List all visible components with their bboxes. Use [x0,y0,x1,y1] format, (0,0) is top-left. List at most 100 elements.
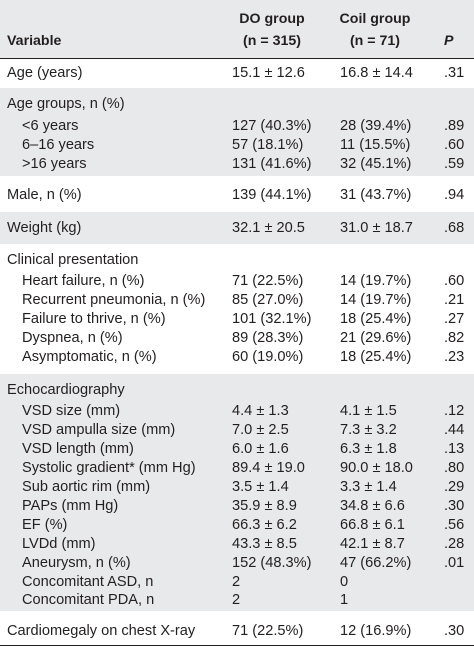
row-pneumonia-label: Recurrent pneumonia, n (%) [22,292,206,308]
row-paps-do: 35.9 ± 8.9 [232,498,297,514]
row-vsd-length-label: VSD length (mm) [22,441,134,457]
bottom-rule [0,645,474,646]
row-weight-label: Weight (kg) [7,220,82,236]
row-asd-label: Concomitant ASD, n [22,574,154,590]
header-variable: Variable [7,33,62,49]
header-rule [0,58,474,59]
row-asd-coil: 0 [340,574,349,590]
row-aneurysm-do: 152 (48.3%) [232,555,312,571]
row-lt6-coil: 28 (39.4%) [340,118,412,134]
row-male-do: 139 (44.1%) [232,187,312,203]
band-age-groups [0,88,474,176]
row-heart-failure-coil: 14 (19.7%) [340,273,412,289]
row-6-16-do: 57 (18.1%) [232,137,304,153]
row-aneurysm-label: Aneurysm, n (%) [22,555,131,571]
row-paps-p: .30 [444,498,465,514]
row-asymptomatic-p: .23 [444,349,465,365]
row-lvdd-do: 43.3 ± 8.5 [232,536,297,552]
row-weight-p: .68 [444,220,465,236]
row-subaortic-do: 3.5 ± 1.4 [232,479,289,495]
row-ef-coil: 66.8 ± 6.1 [340,517,405,533]
row-vsd-size-p: .12 [444,403,465,419]
header-p: P [444,33,454,49]
row-ampulla-label: VSD ampulla size (mm) [22,422,176,438]
row-thrive-coil: 18 (25.4%) [340,311,412,327]
row-clinical-label: Clinical presentation [7,252,139,268]
row-6-16-p: .60 [444,137,465,153]
row-lvdd-p: .28 [444,536,465,552]
row-pneumonia-do: 85 (27.0%) [232,292,304,308]
header-coil-n: (n = 71) [349,33,401,49]
row-pda-do: 2 [232,592,241,608]
row-cardiomegaly-coil: 12 (16.9%) [340,623,412,639]
row-male-coil: 31 (43.7%) [340,187,412,203]
row-ampulla-p: .44 [444,422,465,438]
row-age-label: Age (years) [7,65,83,81]
row-gt16-p: .59 [444,156,465,172]
row-thrive-p: .27 [444,311,465,327]
row-dyspnea-label: Dyspnea, n (%) [22,330,123,346]
row-weight-do: 32.1 ± 20.5 [232,220,305,236]
row-heart-failure-p: .60 [444,273,465,289]
row-male-label: Male, n (%) [7,187,82,203]
row-weight-coil: 31.0 ± 18.7 [340,220,413,236]
row-dyspnea-do: 89 (28.3%) [232,330,304,346]
row-vsd-size-label: VSD size (mm) [22,403,121,419]
row-6-16-label: 6–16 years [22,137,95,153]
row-systolic-label: Systolic gradient* (mm Hg) [22,460,196,476]
header-band [0,0,474,58]
row-male-p: .94 [444,187,465,203]
row-cardiomegaly-do: 71 (22.5%) [232,623,304,639]
row-pda-coil: 1 [340,592,349,608]
row-ef-p: .56 [444,517,465,533]
band-weight [0,212,474,244]
row-vsd-length-coil: 6.3 ± 1.8 [340,441,397,457]
row-lvdd-coil: 42.1 ± 8.7 [340,536,405,552]
row-lt6-do: 127 (40.3%) [232,118,312,134]
row-ampulla-do: 7.0 ± 2.5 [232,422,289,438]
row-thrive-label: Failure to thrive, n (%) [22,311,166,327]
row-6-16-coil: 11 (15.5%) [340,137,411,153]
row-asd-do: 2 [232,574,241,590]
row-heart-failure-label: Heart failure, n (%) [22,273,145,289]
header-do-group: DO group [239,11,305,27]
row-gt16-label: >16 years [22,156,87,172]
row-aneurysm-coil: 47 (66.2%) [340,555,412,571]
row-aneurysm-p: .01 [444,555,465,571]
row-pneumonia-coil: 14 (19.7%) [340,292,412,308]
row-asymptomatic-label: Asymptomatic, n (%) [22,349,157,365]
row-subaortic-coil: 3.3 ± 1.4 [340,479,397,495]
row-lvdd-label: LVDd (mm) [22,536,96,552]
row-ef-do: 66.3 ± 6.2 [232,517,297,533]
row-gt16-coil: 32 (45.1%) [340,156,412,172]
row-systolic-p: .80 [444,460,465,476]
header-do-n: (n = 315) [243,33,301,49]
row-dyspnea-p: .82 [444,330,465,346]
row-systolic-coil: 90.0 ± 18.0 [340,460,413,476]
row-lt6-label: <6 years [22,118,79,134]
row-vsd-size-coil: 4.1 ± 1.5 [340,403,397,419]
row-dyspnea-coil: 21 (29.6%) [340,330,412,346]
header-coil-group: Coil group [339,11,411,27]
row-paps-label: PAPs (mm Hg) [22,498,119,514]
row-ef-label: EF (%) [22,517,68,533]
row-asymptomatic-coil: 18 (25.4%) [340,349,412,365]
row-age-do: 15.1 ± 12.6 [232,65,305,81]
row-cardiomegaly-label: Cardiomegaly on chest X-ray [7,623,196,639]
row-lt6-p: .89 [444,118,465,134]
row-cardiomegaly-p: .30 [444,623,465,639]
row-pda-label: Concomitant PDA, n [22,592,155,608]
row-thrive-do: 101 (32.1%) [232,311,312,327]
row-vsd-size-do: 4.4 ± 1.3 [232,403,289,419]
row-echo-label: Echocardiography [7,382,125,398]
row-heart-failure-do: 71 (22.5%) [232,273,304,289]
row-ampulla-coil: 7.3 ± 3.2 [340,422,397,438]
row-paps-coil: 34.8 ± 6.6 [340,498,405,514]
row-gt16-do: 131 (41.6%) [232,156,312,172]
row-subaortic-label: Sub aortic rim (mm) [22,479,151,495]
row-age-groups-label: Age groups, n (%) [7,96,125,112]
row-systolic-do: 89.4 ± 19.0 [232,460,305,476]
row-asymptomatic-do: 60 (19.0%) [232,349,304,365]
row-subaortic-p: .29 [444,479,465,495]
